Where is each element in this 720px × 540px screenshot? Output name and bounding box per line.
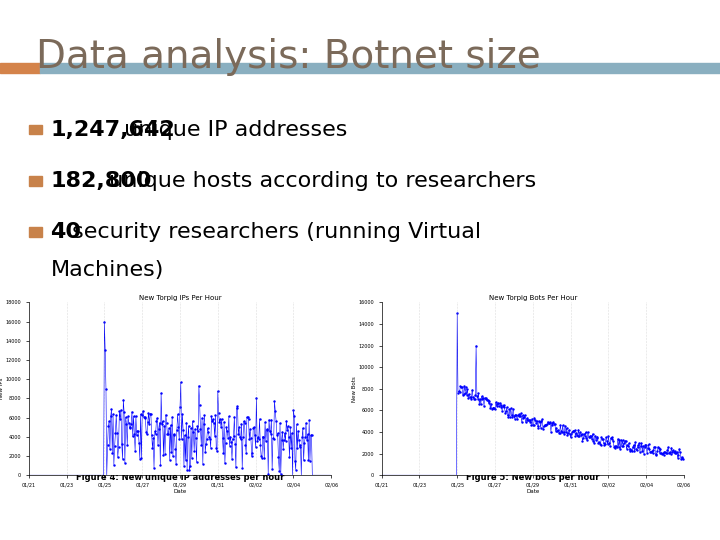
Text: Figure 5: New bots per hour: Figure 5: New bots per hour: [466, 474, 600, 482]
Text: Machines): Machines): [50, 260, 163, 280]
Text: unique hosts according to researchers: unique hosts according to researchers: [102, 171, 536, 191]
Title: New Torpig Bots Per Hour: New Torpig Bots Per Hour: [489, 295, 577, 301]
Text: Figure 4: New unique IP addresses per hour: Figure 4: New unique IP addresses per ho…: [76, 474, 284, 482]
Text: 40: 40: [50, 222, 81, 242]
Text: security researchers (running Virtual: security researchers (running Virtual: [66, 222, 482, 242]
Bar: [29, 176, 42, 186]
Y-axis label: New IPs: New IPs: [0, 378, 4, 400]
Bar: [40, 63, 720, 73]
Bar: [29, 125, 42, 134]
Text: 182,800: 182,800: [50, 171, 152, 191]
X-axis label: Date: Date: [526, 489, 539, 494]
Text: Data analysis: Botnet size: Data analysis: Botnet size: [36, 38, 541, 76]
Text: unique IP addresses: unique IP addresses: [117, 119, 348, 140]
Bar: [29, 227, 42, 237]
X-axis label: Date: Date: [174, 489, 186, 494]
Y-axis label: New Bots: New Bots: [352, 376, 357, 402]
Bar: [0, 63, 40, 73]
Title: New Torpig IPs Per Hour: New Torpig IPs Per Hour: [139, 295, 221, 301]
Text: 1,247,642: 1,247,642: [50, 119, 175, 140]
